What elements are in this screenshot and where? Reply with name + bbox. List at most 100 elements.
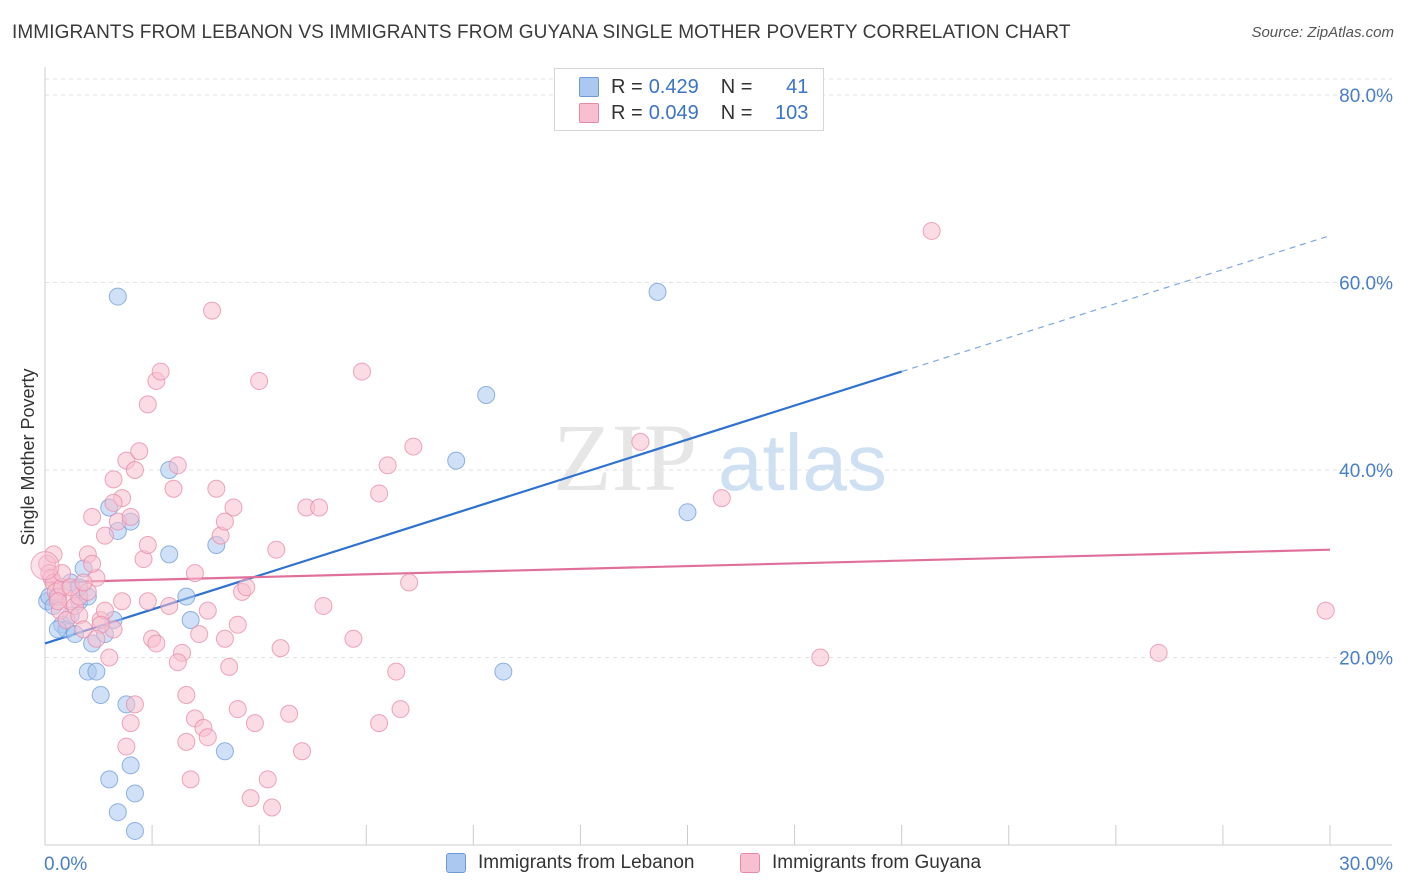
data-point <box>314 596 333 615</box>
data-point <box>95 526 114 545</box>
data-point <box>267 540 286 559</box>
data-point <box>74 620 93 639</box>
data-point <box>160 596 179 615</box>
legend-row-guyana: R = 0.049 N = 103 <box>579 101 808 125</box>
trend-lines <box>44 235 1331 645</box>
data-point <box>207 479 226 498</box>
data-point <box>91 686 110 704</box>
data-point <box>922 221 941 240</box>
data-point <box>48 592 67 611</box>
x-tick-label: 0.0% <box>44 854 87 875</box>
watermark: ZIP atlas <box>553 404 887 511</box>
axes <box>44 67 1392 846</box>
data-point <box>125 461 144 479</box>
legend-n-value: 41 <box>786 75 809 98</box>
tick-labels: 20.0% 40.0% 60.0% 80.0% 0.0% 30.0% <box>44 86 1393 875</box>
data-point <box>648 282 667 301</box>
data-point <box>215 629 234 648</box>
data-point <box>117 737 136 756</box>
data-point <box>138 536 157 554</box>
data-point <box>125 695 144 714</box>
data-point <box>245 714 264 733</box>
data-point <box>224 498 243 517</box>
data-point <box>494 662 513 681</box>
data-point <box>177 686 196 704</box>
data-point <box>30 551 60 581</box>
data-point <box>258 770 277 789</box>
legend-row-lebanon: R = 0.429 N = 41 <box>579 75 808 99</box>
data-point <box>130 442 149 461</box>
data-point <box>352 362 371 381</box>
data-point <box>228 700 247 719</box>
data-point <box>280 704 299 723</box>
data-point <box>631 432 650 451</box>
legend-item-guyana: Immigrants from Guyana <box>740 852 981 874</box>
data-point <box>87 662 106 681</box>
legend-n-label: N = <box>720 101 753 124</box>
data-point <box>370 714 389 733</box>
data-point <box>164 479 183 498</box>
data-point <box>125 784 144 803</box>
legend-swatch-lebanon <box>579 77 599 97</box>
data-point <box>108 803 127 822</box>
legend-n-label: N = <box>720 75 753 98</box>
y-tick-label: 40.0% <box>1339 461 1393 482</box>
data-point <box>177 732 196 751</box>
data-point <box>160 545 179 564</box>
data-point <box>100 648 119 667</box>
data-point <box>344 629 363 648</box>
data-point <box>147 634 166 653</box>
data-point <box>447 451 466 470</box>
data-point <box>310 498 329 517</box>
data-point <box>203 301 222 320</box>
legend-swatch-lebanon <box>446 853 466 873</box>
data-point <box>168 653 187 672</box>
data-point <box>391 700 410 719</box>
series-legend: Immigrants from Lebanon Immigrants from … <box>0 852 1406 878</box>
data-point <box>811 648 830 667</box>
source-label: Source: ZipAtlas.com <box>1251 24 1394 41</box>
x-tick-label: 30.0% <box>1339 854 1393 875</box>
series-guyana <box>38 221 1335 817</box>
legend-r-label: R = <box>611 75 643 98</box>
data-point <box>190 625 209 644</box>
gridlines <box>45 78 1392 658</box>
legend-r-label: R = <box>611 101 643 124</box>
data-point <box>678 503 697 522</box>
legend-item-lebanon: Immigrants from Lebanon <box>446 852 695 874</box>
data-point <box>378 456 397 475</box>
stats-legend: R = 0.429 N = 41 R = 0.049 N = 103 <box>554 68 824 131</box>
data-point <box>138 592 157 611</box>
data-point <box>151 362 170 381</box>
data-point <box>241 789 260 808</box>
data-point <box>108 287 127 306</box>
y-tick-label: 20.0% <box>1339 649 1393 670</box>
legend-n-value: 103 <box>775 101 809 124</box>
data-point <box>74 573 93 592</box>
data-point <box>400 573 419 592</box>
data-point <box>293 742 311 761</box>
data-point <box>125 821 144 840</box>
data-point <box>121 714 140 733</box>
trend-line-lebanon-extension <box>901 235 1331 373</box>
data-point <box>198 728 217 747</box>
legend-swatch-guyana <box>740 853 760 873</box>
legend-swatch-guyana <box>579 103 599 123</box>
data-point <box>138 395 157 414</box>
legend-label-lebanon: Immigrants from Lebanon <box>478 852 695 873</box>
data-point <box>168 456 187 475</box>
data-point <box>83 554 102 573</box>
data-point <box>404 437 423 456</box>
data-point <box>185 564 204 583</box>
data-point <box>87 629 106 648</box>
legend-r-value: 0.429 <box>648 75 699 98</box>
data-point <box>53 564 72 583</box>
data-point <box>215 742 234 761</box>
data-point <box>181 770 200 789</box>
data-point <box>121 507 140 526</box>
data-point <box>370 484 389 503</box>
data-point <box>387 662 406 681</box>
data-point <box>100 770 119 789</box>
data-point <box>220 657 239 676</box>
